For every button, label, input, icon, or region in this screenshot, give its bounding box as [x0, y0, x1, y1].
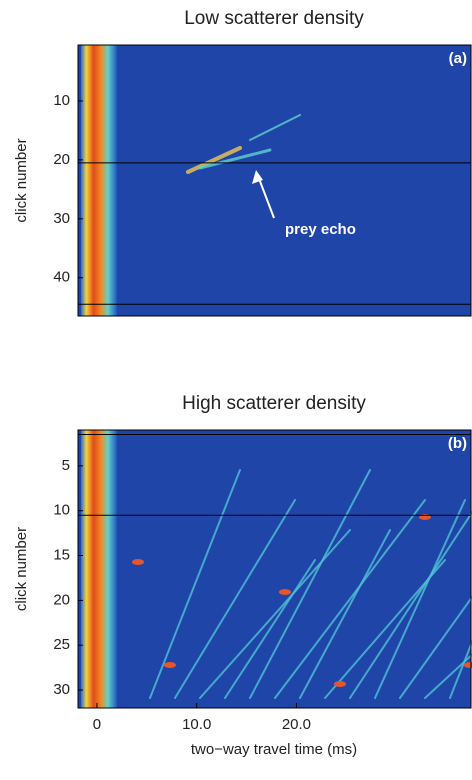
y-tick-label: 30 [53, 681, 70, 698]
y-axis-label: click number [13, 138, 30, 222]
annotation-arrow [257, 175, 275, 219]
y-tick-label: 10 [53, 92, 70, 109]
heatmap-background [78, 430, 471, 708]
panel-title: Low scatterer density [184, 8, 364, 29]
echo-streak [198, 148, 272, 170]
plot-frame [77, 44, 472, 317]
echo-streak [374, 499, 466, 699]
echo-streak [399, 595, 472, 699]
echo-streak [274, 499, 426, 699]
scatter-spot [279, 589, 291, 595]
direct-path-band [80, 430, 117, 708]
panel-label: (a) [449, 50, 467, 67]
echo-streak [186, 146, 242, 174]
scatter-spot [164, 662, 176, 668]
scatter-spot [464, 662, 472, 668]
echo-streak [224, 559, 316, 699]
plot-frame [77, 429, 472, 709]
x-axis-label: two−way travel time (ms) [191, 741, 357, 758]
y-tick-label: 40 [53, 269, 70, 286]
y-tick-label: 5 [62, 457, 70, 474]
echo-streak [249, 114, 301, 141]
echo-streak [424, 653, 472, 699]
x-tick-label: 10.0 [182, 716, 211, 733]
echo-streak [174, 499, 296, 699]
scatter-spot [334, 681, 346, 687]
panel-title: High scatterer density [182, 393, 366, 414]
y-axis-label: click number [13, 527, 30, 611]
y-tick-label: 15 [53, 547, 70, 564]
direct-path-band [80, 45, 117, 316]
x-tick-label: 20.0 [282, 716, 311, 733]
heatmap-background [78, 45, 471, 316]
echo-streak [299, 529, 391, 699]
y-tick-label: 30 [53, 210, 70, 227]
y-tick-label: 10 [53, 502, 70, 519]
echo-streak [149, 469, 241, 699]
y-tick-label: 20 [53, 151, 70, 168]
echo-streak [349, 510, 472, 699]
echo-streak [249, 469, 371, 699]
echo-streak [449, 639, 472, 699]
echo-streak [199, 529, 351, 699]
panel-label: (b) [448, 435, 467, 452]
scatter-spot [132, 559, 144, 565]
x-tick-label: 0 [93, 716, 101, 733]
annotation-arrowhead [252, 170, 263, 184]
y-tick-label: 25 [53, 636, 70, 653]
annotation: prey echo [285, 221, 356, 238]
y-tick-label: 20 [53, 591, 70, 608]
